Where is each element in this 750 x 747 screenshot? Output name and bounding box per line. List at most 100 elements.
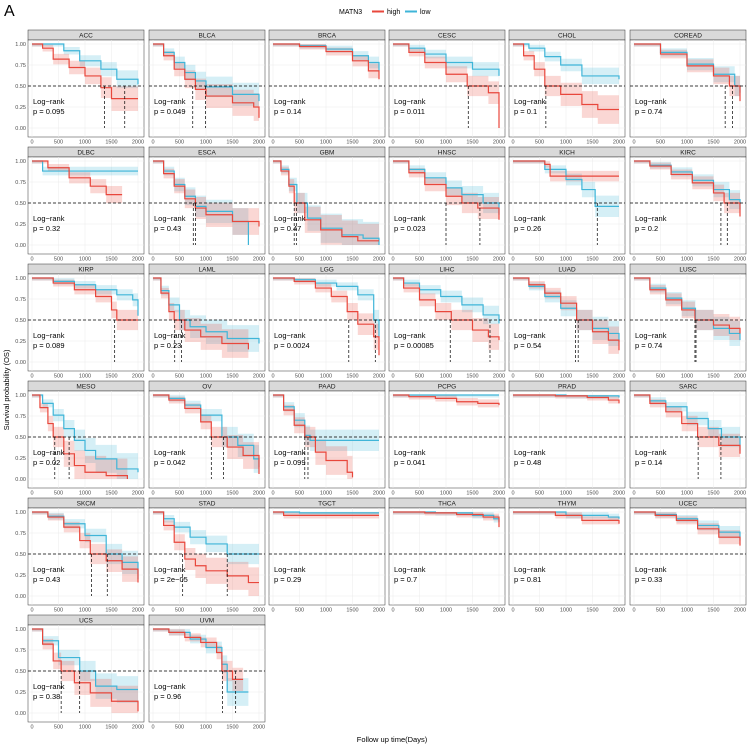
- ci-band-high: [393, 512, 499, 533]
- survival-curve-high: [393, 511, 500, 528]
- x-tick-label: 500: [175, 725, 184, 731]
- p-value: p = 0.041: [394, 458, 426, 467]
- x-tick-label: 500: [54, 140, 63, 146]
- plot-area: [629, 156, 747, 255]
- x-tick-label: 0: [632, 140, 635, 146]
- x-tick-label: 1000: [560, 257, 572, 263]
- survival-curve-high: [273, 511, 379, 516]
- survival-curve-low: [32, 394, 139, 473]
- survival-curve-high: [32, 511, 139, 583]
- logrank-label: Log−rank: [274, 448, 306, 457]
- x-tick-label: 1500: [105, 140, 117, 146]
- x-tick-label: 1000: [79, 374, 91, 380]
- y-tick-label: 0.75: [15, 180, 26, 186]
- x-tick-label: 0: [151, 257, 154, 263]
- x-tick-label: 2000: [253, 491, 265, 497]
- y-tick-label: 0.25: [15, 690, 26, 696]
- x-tick-label: 1000: [560, 374, 572, 380]
- facet-title: SARC: [679, 383, 697, 390]
- panel-label: A: [4, 3, 15, 20]
- survival-curve-high: [153, 160, 260, 227]
- p-value: p = 0.099: [274, 458, 306, 467]
- p-value: p = 0.011: [394, 107, 425, 116]
- x-tick-label: 1500: [105, 725, 117, 731]
- plot-area: [629, 507, 747, 606]
- survival-curve-high: [393, 394, 500, 406]
- x-tick-label: 2000: [132, 491, 144, 497]
- x-tick-label: 500: [535, 491, 544, 497]
- survival-curve-high: [634, 160, 741, 217]
- y-tick-label: 0.00: [15, 360, 26, 366]
- facet-title: LAML: [199, 266, 216, 273]
- x-tick-label: 500: [54, 491, 63, 497]
- x-tick-label: 2000: [613, 491, 625, 497]
- y-tick-label: 0.25: [15, 105, 26, 111]
- x-tick-label: 2000: [253, 374, 265, 380]
- x-tick-label: 1000: [681, 491, 693, 497]
- logrank-label: Log−rank: [635, 565, 667, 574]
- x-tick-label: 1000: [440, 140, 452, 146]
- p-value: p = 0.1: [514, 107, 537, 116]
- ci-band-high: [32, 395, 128, 479]
- plot-area: [268, 273, 386, 372]
- x-tick-label: 1500: [226, 257, 238, 263]
- x-tick-label: 2000: [373, 374, 385, 380]
- logrank-label: Log−rank: [274, 214, 306, 223]
- x-tick-label: 0: [30, 725, 33, 731]
- x-tick-label: 2000: [373, 257, 385, 263]
- survival-curve-low: [32, 43, 139, 85]
- survival-curve-high: [273, 160, 379, 242]
- x-tick-label: 0: [151, 491, 154, 497]
- p-value: p = 0.74: [635, 341, 662, 350]
- logrank-label: Log−rank: [33, 214, 65, 223]
- x-tick-label: 2000: [613, 257, 625, 263]
- logrank-label: Log−rank: [274, 331, 306, 340]
- survival-curve-high: [634, 277, 741, 334]
- x-tick-label: 1000: [560, 140, 572, 146]
- logrank-label: Log−rank: [33, 97, 65, 106]
- survival-curve-low: [153, 43, 260, 102]
- x-tick-label: 2000: [132, 257, 144, 263]
- p-value: p = 0.089: [33, 341, 65, 350]
- plot-area: [508, 390, 626, 489]
- facet-title: PRAD: [558, 383, 576, 390]
- facet-title: OV: [202, 383, 212, 390]
- y-tick-label: 1.00: [15, 627, 26, 633]
- x-tick-label: 1000: [79, 140, 91, 146]
- facet-title: GBM: [320, 149, 335, 156]
- survival-curve-high: [634, 511, 741, 546]
- ci-band-high: [32, 161, 123, 204]
- x-tick-label: 500: [656, 608, 665, 614]
- x-tick-label: 500: [656, 257, 665, 263]
- logrank-label: Log−rank: [394, 97, 426, 106]
- x-tick-label: 0: [151, 374, 154, 380]
- x-tick-label: 2000: [373, 140, 385, 146]
- x-tick-label: 0: [30, 608, 33, 614]
- x-tick-label: 1500: [707, 491, 719, 497]
- facet-title: PAAD: [318, 383, 336, 390]
- logrank-label: Log−rank: [154, 214, 186, 223]
- plot-area: [27, 156, 145, 255]
- x-tick-label: 1000: [79, 608, 91, 614]
- plot-area: [388, 507, 506, 606]
- x-tick-label: 2000: [253, 257, 265, 263]
- y-tick-label: 1.00: [15, 393, 26, 399]
- ci-band-low: [273, 395, 379, 452]
- p-value: p = 0.29: [274, 575, 301, 584]
- facet-title: CHOL: [558, 32, 576, 39]
- logrank-label: Log−rank: [514, 448, 546, 457]
- y-tick-label: 0.50: [15, 552, 26, 558]
- survival-curve-high: [513, 43, 619, 111]
- x-tick-label: 1000: [200, 491, 212, 497]
- facet-title: KIRP: [78, 266, 93, 273]
- logrank-label: Log−rank: [154, 97, 186, 106]
- x-tick-label: 1500: [346, 257, 358, 263]
- y-tick-label: 1.00: [15, 276, 26, 282]
- plot-area: [388, 273, 506, 372]
- x-tick-label: 1500: [586, 374, 598, 380]
